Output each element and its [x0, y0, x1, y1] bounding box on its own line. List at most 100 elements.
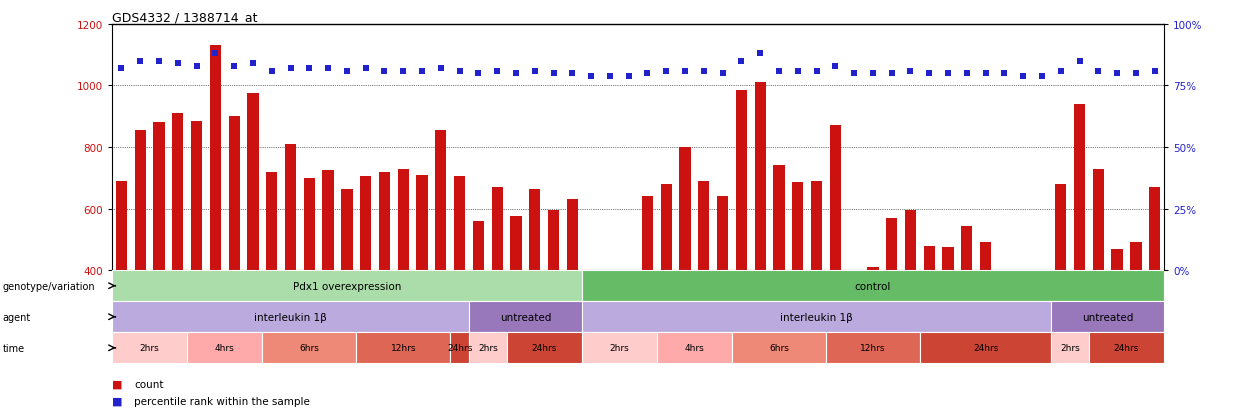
Bar	[356, 332, 451, 363]
Bar	[1051, 332, 1089, 363]
Text: 24hrs: 24hrs	[447, 344, 472, 352]
Point	[505, 71, 525, 77]
Point	[844, 71, 864, 77]
Bar	[548, 211, 559, 393]
Bar	[961, 226, 972, 393]
Point	[1032, 73, 1052, 80]
Bar	[322, 171, 334, 393]
Point	[1107, 71, 1127, 77]
Point	[280, 66, 300, 72]
Point	[375, 68, 395, 75]
Point	[319, 66, 339, 72]
Point	[299, 66, 319, 72]
Point	[544, 71, 564, 77]
Text: 24hrs: 24hrs	[972, 344, 998, 352]
Point	[881, 71, 901, 77]
Bar	[810, 181, 822, 393]
Point	[261, 68, 281, 75]
Bar	[581, 332, 657, 363]
Bar	[642, 197, 654, 393]
Text: 4hrs: 4hrs	[685, 344, 705, 352]
Bar	[112, 332, 187, 363]
Point	[619, 73, 639, 80]
Point	[731, 58, 751, 65]
Bar	[566, 200, 578, 393]
Text: 2hrs: 2hrs	[609, 344, 629, 352]
Bar	[773, 166, 784, 393]
Point	[1013, 73, 1033, 80]
Point	[751, 51, 771, 57]
Bar	[998, 273, 1010, 393]
Point	[449, 68, 469, 75]
Point	[957, 71, 977, 77]
Point	[807, 68, 827, 75]
Bar	[657, 332, 732, 363]
Text: ■: ■	[112, 396, 122, 406]
Point	[769, 68, 789, 75]
Bar	[581, 301, 1051, 332]
Text: 2hrs: 2hrs	[1061, 344, 1079, 352]
Bar	[451, 332, 469, 363]
Text: agent: agent	[2, 312, 31, 322]
Text: 2hrs: 2hrs	[139, 344, 159, 352]
Bar	[698, 181, 710, 393]
Bar	[661, 185, 672, 393]
Bar	[754, 83, 766, 393]
Text: 12hrs: 12hrs	[391, 344, 416, 352]
Bar	[581, 271, 1164, 301]
Text: 4hrs: 4hrs	[215, 344, 234, 352]
Bar	[905, 211, 916, 393]
Point	[131, 58, 151, 65]
Bar	[849, 272, 860, 393]
Point	[356, 66, 376, 72]
Bar	[1055, 185, 1067, 393]
Point	[1051, 68, 1071, 75]
Bar	[172, 114, 183, 393]
Point	[1088, 68, 1108, 75]
Bar	[304, 178, 315, 393]
Bar	[829, 126, 840, 393]
Point	[581, 73, 601, 80]
Point	[168, 61, 188, 67]
Bar	[886, 218, 898, 393]
Point	[900, 68, 920, 75]
Text: interleukin 1β: interleukin 1β	[254, 312, 327, 322]
Text: untreated: untreated	[1082, 312, 1133, 322]
Text: 2hrs: 2hrs	[478, 344, 498, 352]
Bar	[510, 217, 522, 393]
Text: 12hrs: 12hrs	[860, 344, 885, 352]
Bar	[209, 46, 222, 393]
Text: percentile rank within the sample: percentile rank within the sample	[134, 396, 310, 406]
Bar	[1017, 292, 1028, 393]
Text: GDS4332 / 1388714_at: GDS4332 / 1388714_at	[112, 11, 258, 24]
Point	[600, 73, 620, 80]
Bar	[229, 117, 240, 393]
Bar	[868, 268, 879, 393]
Point	[675, 68, 695, 75]
Text: count: count	[134, 379, 164, 389]
Bar	[473, 221, 484, 393]
Point	[149, 58, 169, 65]
Bar	[792, 183, 803, 393]
Text: control: control	[855, 281, 891, 291]
Point	[1125, 71, 1145, 77]
Point	[393, 68, 413, 75]
Bar	[604, 284, 615, 393]
Point	[656, 68, 676, 75]
Bar	[187, 332, 263, 363]
Text: genotype/variation: genotype/variation	[2, 281, 95, 291]
Text: 6hrs: 6hrs	[299, 344, 319, 352]
Bar	[736, 91, 747, 393]
Bar	[1036, 292, 1047, 393]
Bar	[153, 123, 164, 393]
Bar	[1112, 249, 1123, 393]
Bar	[980, 243, 991, 393]
Point	[243, 61, 263, 67]
Point	[187, 63, 207, 70]
Bar	[378, 172, 390, 393]
Bar	[248, 94, 259, 393]
Point	[919, 71, 939, 77]
Bar	[469, 332, 507, 363]
Point	[693, 68, 713, 75]
Bar	[1093, 169, 1104, 393]
